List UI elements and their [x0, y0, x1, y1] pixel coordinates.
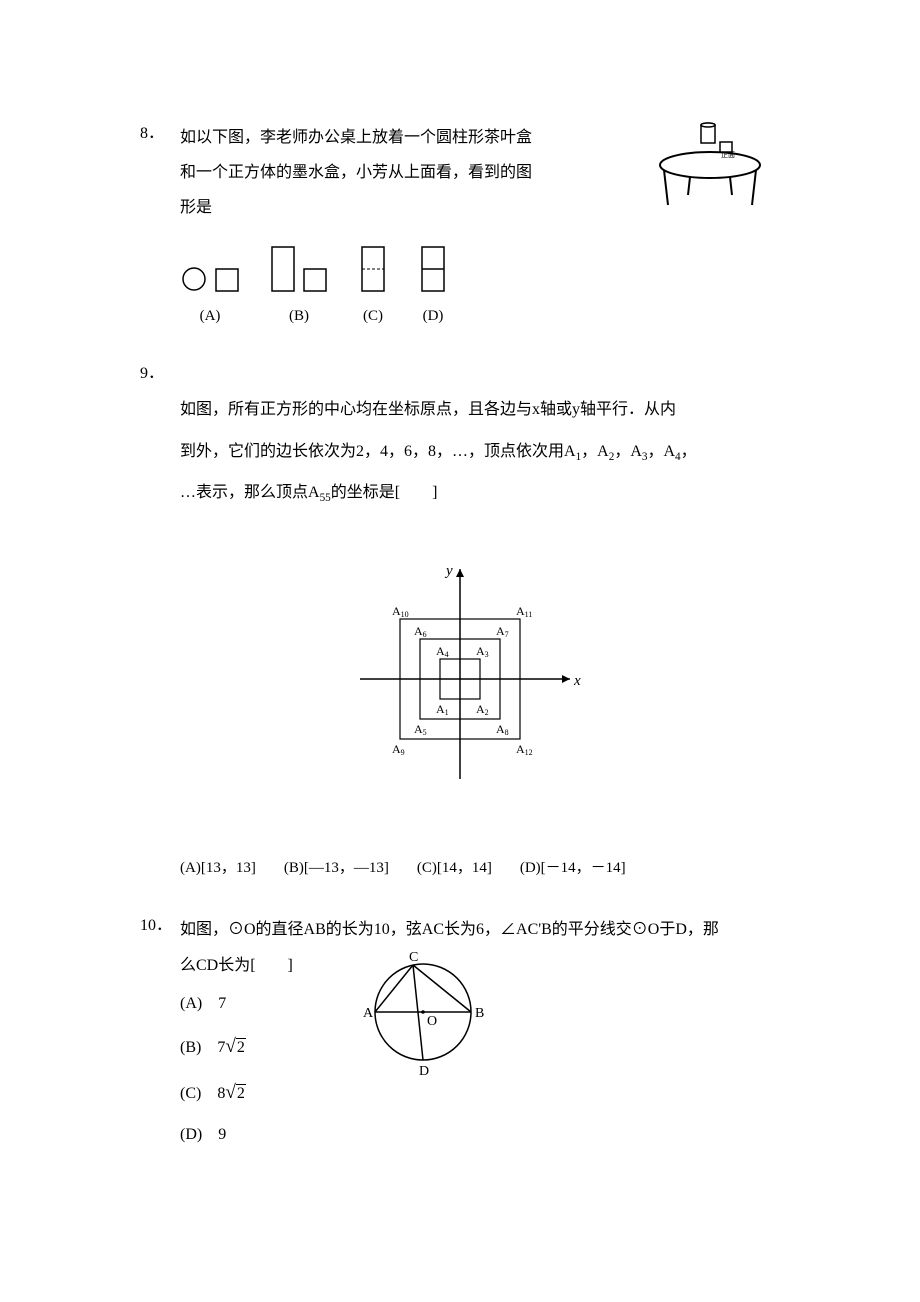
svg-text:A5: A5 [414, 722, 427, 737]
label-C: C [409, 950, 418, 965]
q8-opt-b-label: (B) [289, 303, 309, 330]
q9-opt-c: (C)[14，14] [417, 855, 492, 882]
q10-diagram: A B C D O [333, 947, 513, 1154]
question-8: 8． 如以下图，李老师办公桌上放着一个圆柱形茶叶盒 和一个正方体的墨水盒，小芳从… [140, 120, 780, 330]
q9-options: (A)[13，13] (B)[—13，—13] (C)[14，14] (D)[－… [180, 855, 780, 882]
q9-header: 9． [140, 360, 780, 389]
q9-diagram: x y A1 A2 A3 A4 A5 A6 A7 A8 A9 A10 A11 A12 [140, 524, 780, 845]
q9-opt-a: (A)[13，13] [180, 855, 256, 882]
svg-text:A4: A4 [436, 644, 449, 659]
q8-number: 8． [140, 120, 180, 149]
svg-text:A6: A6 [414, 624, 427, 639]
svg-text:x: x [573, 673, 581, 689]
q8-body: 如以下图，李老师办公桌上放着一个圆柱形茶叶盒 和一个正方体的墨水盒，小芳从上面看… [180, 120, 780, 228]
q8-opt-d-label: (D) [423, 303, 444, 330]
q9-line1: 如图，所有正方形的中心均在坐标原点，且各边与x轴或y轴平行．从内 [180, 389, 780, 431]
q8-opt-c-label: (C) [363, 303, 383, 330]
q9-line2: 到外，它们的边长依次为2，4，6，8，…，顶点依次用A1，A2，A3，A4， [180, 431, 780, 473]
q8-options: (A) (B) (C) (D) [180, 243, 780, 330]
q10-answers: 么CD长为[ ] (A) 7 (B) 7√2 (C) 8√2 (D) 9 [180, 947, 293, 1154]
q9-text: 如图，所有正方形的中心均在坐标原点，且各边与x轴或y轴平行．从内 到外，它们的边… [180, 389, 780, 514]
q10-header: 10． 如图，⊙O的直径AB的长为10，弦AC长为6，∠AC'B的平分线交⊙O于… [140, 912, 780, 947]
q10-opt-b: (B) 7√2 [180, 1024, 293, 1070]
svg-text:A3: A3 [476, 644, 489, 659]
table-scene-icon: 正面 [650, 120, 780, 228]
svg-text:A7: A7 [496, 624, 509, 639]
svg-text:A9: A9 [392, 742, 405, 757]
q9-number: 9． [140, 360, 180, 389]
q9-opt-d: (D)[－14，－14] [520, 855, 626, 882]
label-B: B [475, 1006, 484, 1021]
q10-opt-a: (A) 7 [180, 985, 293, 1023]
q9-line3: …表示，那么顶点A55的坐标是[ ] [180, 472, 780, 514]
q8-opt-a-label: (A) [200, 303, 221, 330]
question-9: 9． 如图，所有正方形的中心均在坐标原点，且各边与x轴或y轴平行．从内 到外，它… [140, 360, 780, 881]
q9-opt-b: (B)[—13，—13] [284, 855, 389, 882]
svg-text:A8: A8 [496, 722, 509, 737]
q8-line1: 如以下图，李老师办公桌上放着一个圆柱形茶叶盒 [180, 129, 532, 146]
q10-number: 10． [140, 912, 180, 941]
q8-option-d: (D) [418, 243, 448, 330]
q8-text: 如以下图，李老师办公桌上放着一个圆柱形茶叶盒 和一个正方体的墨水盒，小芳从上面看… [180, 120, 780, 228]
q10-container: 么CD长为[ ] (A) 7 (B) 7√2 (C) 8√2 (D) 9 [180, 947, 780, 1154]
svg-text:A12: A12 [516, 742, 533, 757]
q8-option-b: (B) [270, 243, 328, 330]
label-D: D [419, 1064, 429, 1079]
svg-text:A10: A10 [392, 604, 409, 619]
q10-opt-d: (D) 9 [180, 1116, 293, 1154]
q10-text: 如图，⊙O的直径AB的长为10，弦AC长为6，∠AC'B的平分线交⊙O于D，那 [180, 912, 780, 947]
q8-option-a: (A) [180, 243, 240, 330]
q10-stem-end: 么CD长为[ ] [180, 947, 293, 985]
svg-text:A2: A2 [476, 702, 489, 717]
question-10: 10． 如图，⊙O的直径AB的长为10，弦AC长为6，∠AC'B的平分线交⊙O于… [140, 912, 780, 1155]
q8-option-c: (C) [358, 243, 388, 330]
svg-text:y: y [444, 563, 453, 579]
q8-line3: 形是 [180, 199, 212, 216]
q8-line2: 和一个正方体的墨水盒，小芳从上面看，看到的图 [180, 164, 532, 181]
q10-body: 如图，⊙O的直径AB的长为10，弦AC长为6，∠AC'B的平分线交⊙O于D，那 [180, 912, 780, 947]
q10-opt-c: (C) 8√2 [180, 1070, 293, 1116]
svg-text:A11: A11 [516, 604, 532, 619]
label-O: O [427, 1014, 437, 1029]
svg-text:A1: A1 [436, 702, 449, 717]
label-A: A [363, 1006, 374, 1021]
svg-text:正面: 正面 [721, 151, 735, 159]
q8-header: 8． 如以下图，李老师办公桌上放着一个圆柱形茶叶盒 和一个正方体的墨水盒，小芳从… [140, 120, 780, 228]
